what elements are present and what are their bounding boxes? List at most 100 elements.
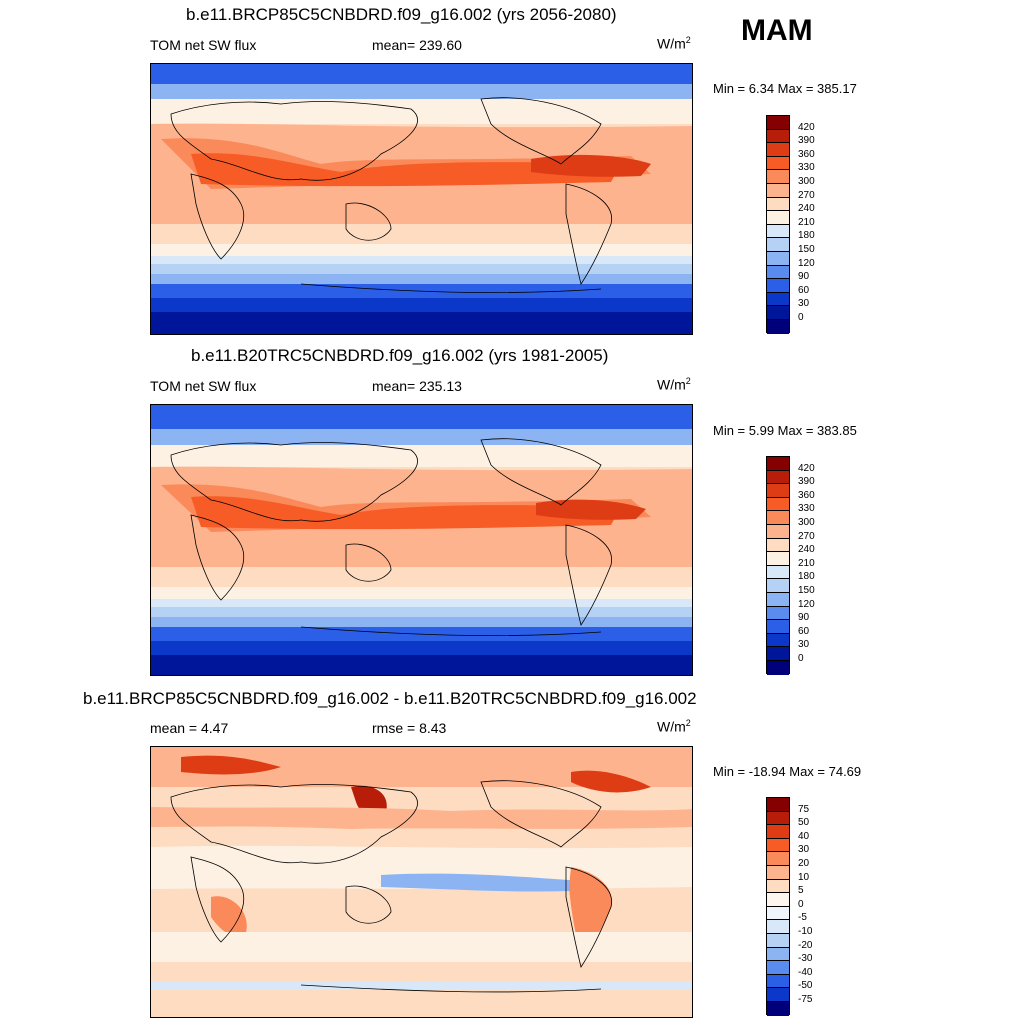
panel2-units: W/m2	[657, 376, 691, 393]
colorbar-swatch	[767, 279, 789, 293]
colorbar-swatch	[767, 238, 789, 252]
colorbar-tick-label: 180	[798, 571, 815, 583]
colorbar-swatch	[767, 306, 789, 320]
colorbar-swatch	[767, 457, 789, 471]
panel1-title: b.e11.BRCP85C5CNBDRD.f09_g16.002 (yrs 20…	[186, 5, 617, 24]
colorbar-tick-label: 420	[798, 121, 815, 133]
panel3-title: b.e11.BRCP85C5CNBDRD.f09_g16.002 - b.e11…	[83, 689, 697, 708]
colorbar-tick-label: -75	[798, 994, 813, 1005]
colorbar-swatch	[767, 852, 789, 866]
colorbar-tick-label: 330	[798, 162, 815, 174]
colorbar-swatch	[767, 798, 789, 812]
colorbar-tick-label: -10	[798, 926, 813, 937]
colorbar-tick-label: -40	[798, 966, 813, 978]
colorbar-swatch	[767, 511, 789, 525]
colorbar-tick-label: 210	[798, 557, 815, 569]
colorbar-tick-label: 90	[798, 612, 810, 624]
colorbar-tick-label: 390	[798, 476, 815, 488]
colorbar-tick-label: -30	[798, 953, 813, 965]
colorbar-tick-label: 150	[798, 244, 815, 255]
colorbar-swatch	[767, 920, 789, 934]
colorbar-tick-label: 240	[798, 544, 815, 556]
colorbar-tick-label: 390	[798, 135, 815, 147]
colorbar-swatch	[767, 933, 789, 948]
colorbar-tick-label: 120	[798, 598, 815, 610]
colorbar-tick-label: 60	[798, 284, 810, 296]
colorbar-tick-label: -50	[798, 980, 813, 992]
colorbar-tick-label: 210	[798, 216, 815, 228]
panel2-minmax: Min = 5.99 Max = 383.85	[713, 423, 857, 438]
colorbar-swatch	[767, 660, 789, 675]
panel3-map-canvas	[151, 747, 692, 1017]
colorbar-tick-label: 10	[798, 871, 810, 883]
panel2-map	[150, 404, 693, 676]
colorbar-swatch	[767, 947, 789, 962]
colorbar-tick-label: 150	[798, 585, 815, 596]
panel3-center-label: rmse = 8.43	[372, 720, 447, 736]
colorbar-swatch	[767, 606, 789, 621]
panel2-left-label: TOM net SW flux	[150, 378, 257, 394]
panel1-left-label: TOM net SW flux	[150, 37, 257, 53]
panel1-colorbar	[766, 115, 790, 334]
colorbar-swatch	[767, 265, 789, 280]
colorbar-tick-label: 50	[798, 817, 810, 829]
colorbar-swatch	[767, 170, 789, 184]
colorbar-tick-label: 120	[798, 257, 815, 269]
colorbar-swatch	[767, 470, 789, 485]
colorbar-tick-label: 0	[798, 898, 804, 910]
panel1-units-base: W/m	[657, 35, 686, 52]
colorbar-tick-label: 420	[798, 462, 815, 474]
colorbar-swatch	[767, 143, 789, 157]
panel3-units: W/m2	[657, 718, 691, 735]
colorbar-swatch	[767, 211, 789, 225]
colorbar-swatch	[767, 592, 789, 607]
panel3-colorbar	[766, 797, 790, 1016]
colorbar-swatch	[767, 484, 789, 498]
colorbar-tick-label: 60	[798, 625, 810, 637]
colorbar-swatch	[767, 224, 789, 239]
panel1-map	[150, 63, 693, 335]
colorbar-tick-label: 270	[798, 189, 815, 201]
colorbar-tick-label: 30	[798, 298, 810, 310]
colorbar-swatch	[767, 197, 789, 212]
colorbar-tick-label: 30	[798, 639, 810, 651]
colorbar-tick-label: 330	[798, 503, 815, 515]
colorbar-tick-label: 240	[798, 203, 815, 215]
colorbar-tick-label: 0	[798, 312, 804, 323]
colorbar-tick-label: 90	[798, 271, 810, 283]
colorbar-swatch	[767, 865, 789, 880]
season-label: MAM	[741, 14, 813, 47]
colorbar-swatch	[767, 879, 789, 894]
colorbar-tick-label: -20	[798, 939, 813, 951]
panel3-units-sup: 2	[685, 718, 691, 728]
colorbar-swatch	[767, 319, 789, 334]
colorbar-tick-label: 360	[798, 148, 815, 160]
panel3-map	[150, 746, 693, 1018]
colorbar-swatch	[767, 292, 789, 307]
panel1-center-label: mean= 239.60	[372, 37, 462, 53]
panel2-map-canvas	[151, 405, 692, 675]
panel2-units-base: W/m	[657, 376, 686, 393]
colorbar-swatch	[767, 825, 789, 839]
panel2-units-sup: 2	[685, 376, 691, 386]
colorbar-swatch	[767, 838, 789, 853]
colorbar-swatch	[767, 633, 789, 648]
colorbar-swatch	[767, 183, 789, 198]
colorbar-swatch	[767, 251, 789, 266]
colorbar-swatch	[767, 156, 789, 171]
panel2-title: b.e11.B20TRC5CNBDRD.f09_g16.002 (yrs 198…	[191, 346, 609, 365]
colorbar-tick-label: 360	[798, 489, 815, 501]
colorbar-tick-label: 75	[798, 803, 810, 815]
colorbar-tick-label: 300	[798, 176, 815, 187]
colorbar-swatch	[767, 116, 789, 130]
colorbar-swatch	[767, 524, 789, 539]
colorbar-tick-label: 180	[798, 230, 815, 242]
colorbar-tick-label: 5	[798, 885, 804, 897]
colorbar-tick-label: 300	[798, 517, 815, 528]
colorbar-swatch	[767, 497, 789, 512]
colorbar-swatch	[767, 129, 789, 144]
colorbar-swatch	[767, 565, 789, 580]
colorbar-swatch	[767, 579, 789, 593]
panel1-units: W/m2	[657, 35, 691, 52]
colorbar-swatch	[767, 906, 789, 921]
